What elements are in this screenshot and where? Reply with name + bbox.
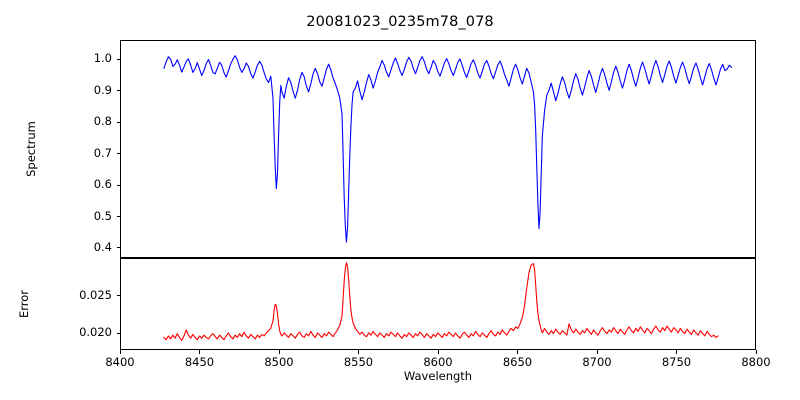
spectrum-y-tick-mark [116,58,120,61]
x-tick-mark [755,350,757,354]
chart-title: 20081023_0235m78_078 [306,14,494,30]
x-axis-label: Wavelength [403,369,473,383]
x-tick-label: 8800 [741,355,771,369]
x-tick-label: 8600 [423,355,453,369]
x-tick-label: 8650 [502,355,533,369]
x-tick-label: 8450 [184,355,215,369]
spectrum-y-tick-label: 0.7 [93,145,112,160]
spectrum-y-tick-mark [116,121,120,123]
error-axis-label: Error [17,289,31,319]
x-tick-label: 8500 [264,355,294,369]
spectrum-y-tick-mark [116,247,120,249]
error-plot-area [120,258,756,350]
spectrum-y-tick-label: 0.9 [93,82,112,97]
x-tick-mark [437,350,439,354]
error-line [163,262,719,341]
x-tick-mark [119,350,121,354]
spectrum-y-tick-label: 0.8 [93,114,112,129]
spectrum-y-tick-mark [116,184,120,186]
error-y-tick-mark [116,295,120,297]
spectrum-y-tick-mark [116,216,120,218]
spectrum-y-tick-label: 1.0 [93,51,112,66]
spectrum-y-tick-mark [116,90,120,92]
x-tick-mark [358,350,360,354]
error-y-tick-label: 0.025 [79,287,112,302]
error-series [163,262,719,341]
error-y-tick-label: 0.020 [79,325,112,340]
spectrum-y-tick-mark [116,153,120,155]
spectrum-series [163,55,733,243]
x-tick-label: 8550 [343,355,374,369]
spectrum-y-tick-label: 0.6 [93,177,112,192]
spectrum-line [163,55,733,243]
spectrum-y-tick-label: 0.4 [93,239,112,254]
x-tick-label: 8400 [105,355,135,369]
spectrum-axis-label: Spectrum [24,121,38,177]
error-y-tick-mark [116,332,120,334]
x-tick-label: 8750 [661,355,692,369]
spectrum-y-tick-label: 0.5 [93,208,112,223]
spectrum-plot-area [120,40,756,258]
x-tick-mark [278,350,280,354]
x-tick-mark [199,350,201,354]
x-tick-mark [596,350,598,354]
x-tick-label: 8700 [582,355,612,369]
x-tick-mark [517,350,519,354]
x-tick-mark [676,350,678,354]
